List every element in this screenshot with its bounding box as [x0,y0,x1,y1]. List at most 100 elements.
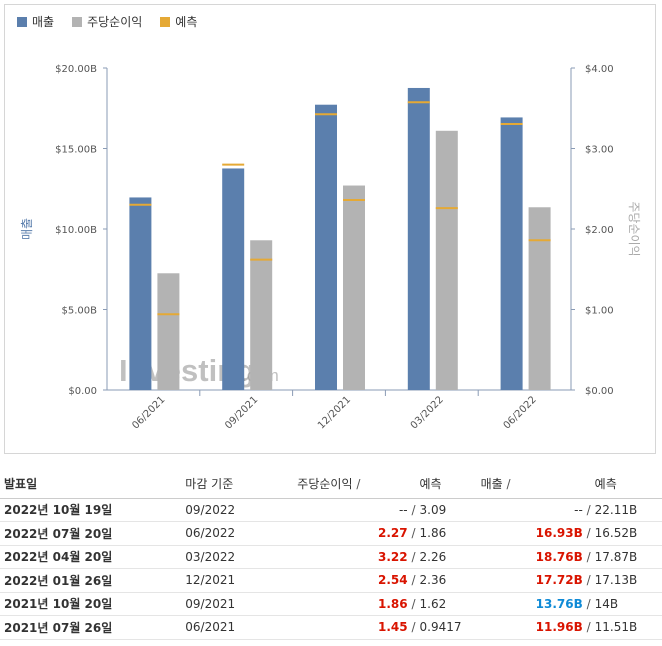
eps-forecast-cell: 2.26 [415,545,477,569]
x-tick-label: 06/2022 [502,394,539,431]
legend-label-eps: 주당순이익 [87,15,143,29]
period-end-cell: 06/2022 [181,521,294,546]
y-right-tick-label: $0.00 [585,386,614,397]
eps-bar [343,185,365,390]
header-eps-label: 주당순이익 [297,477,353,492]
period-end-cell: 12/2021 [181,568,294,593]
revenue-actual-value: 13.76B [535,596,583,611]
revenue-forecast-cell: 17.87B [590,545,662,569]
table-row: 2021년 07월 26일 06/2021 1.45 /0.9417 11.96B /… [0,615,662,640]
table-header-row: 발표일 마감 기준 주당순이익 / 예측 매출 / 예측 [0,470,662,499]
legend-swatch-forecast [160,16,171,27]
legend-swatch-eps [72,16,83,27]
x-tick-label: 09/2021 [223,394,260,431]
legend-label-forecast: 예측 [175,15,198,29]
revenue-actual-value: 11.96B [535,620,583,635]
revenue-actual-value: 18.76B [535,549,583,564]
y-left-axis-title: 매출 [20,218,34,240]
release-date-cell: 2021년 07월 26일 [0,615,182,640]
revenue-bar [407,87,430,391]
table-row: 2022년 01월 26일 12/2021 2.54 /2.36 17.72B /17… [0,568,662,593]
revenue-bar [500,117,523,390]
release-date-cell: 2022년 01월 26일 [0,568,182,593]
revenue-slash: / [586,573,591,588]
eps-slash: / [411,549,416,564]
period-end-cell: 03/2022 [181,545,294,569]
x-tick-label: 06/2021 [130,394,167,431]
eps-slash: / [411,620,416,635]
legend-swatch-revenue [17,16,27,27]
header-release-date[interactable]: 발표일 [0,470,182,499]
eps-bar [157,273,180,390]
revenue-bar [129,197,152,390]
y-left-tick-label: $0.00 [68,386,97,397]
header-revenue[interactable]: 매출 / [476,470,591,499]
eps-bar [250,240,273,390]
chart-plot: Investing.com$0.00$5.00B$10.00B$15.00B$2… [20,64,641,431]
eps-actual-value: 2.27 [378,526,408,541]
eps-cell: -- / [293,498,416,522]
revenue-cell: -- / [476,498,591,522]
y-right-axis-title: 주당순이익 [627,201,641,256]
header-eps-forecast[interactable]: 예측 [415,470,477,499]
earnings-table: 발표일 마감 기준 주당순이익 / 예측 매출 / 예측 2022년 10월 1… [0,470,662,640]
legend-item-eps[interactable]: 주당순이익 [72,13,142,30]
release-date-cell: 2021년 10월 20일 [0,592,182,616]
revenue-cell: 18.76B / [476,545,591,569]
eps-actual-value: -- [398,502,408,517]
eps-cell: 1.86 / [293,592,416,616]
revenue-cell: 16.93B / [476,521,591,546]
eps-slash: / [411,573,416,588]
revenue-actual-value: 17.72B [535,573,583,588]
revenue-cell: 13.76B / [476,592,591,616]
y-right-tick-label: $3.00 [585,145,614,156]
table-row: 2022년 04월 20일 03/2022 3.22 /2.26 18.76B /17… [0,545,662,569]
revenue-bar [222,168,245,390]
eps-actual-value: 2.54 [378,573,408,588]
eps-bar [528,207,551,390]
header-eps-slash: / [356,477,361,492]
table-body: 2022년 10월 19일 09/2022 -- /3.09 -- /22.11B 20… [0,498,662,640]
legend-item-forecast[interactable]: 예측 [160,13,197,30]
header-eps[interactable]: 주당순이익 / [293,470,416,499]
eps-actual-value: 1.45 [378,620,408,635]
release-date-cell: 2022년 07월 20일 [0,521,182,546]
header-revenue-forecast[interactable]: 예측 [590,470,662,499]
eps-slash: / [411,502,416,517]
header-revenue-label: 매출 [480,477,503,492]
eps-forecast-cell: 1.86 [415,521,477,546]
x-tick-label: 12/2021 [316,394,353,431]
revenue-cell: 11.96B / [476,615,591,640]
legend-item-revenue[interactable]: 매출 [17,13,54,30]
revenue-forecast-cell: 11.51B [590,615,662,640]
eps-cell: 1.45 / [293,615,416,640]
eps-slash: / [411,596,416,611]
eps-cell: 2.54 / [293,568,416,593]
y-left-tick-label: $15.00B [55,145,97,156]
chart-legend: 매출 주당순이익 예측 [17,13,197,30]
x-tick-label: 03/2022 [409,394,446,431]
eps-forecast-cell: 2.36 [415,568,477,593]
eps-forecast-cell: 0.9417 [415,615,477,640]
period-end-cell: 06/2021 [181,615,294,640]
revenue-slash: / [586,549,591,564]
revenue-forecast-cell: 17.13B [590,568,662,593]
header-period-end[interactable]: 마감 기준 [181,470,294,499]
revenue-bar [315,104,337,390]
y-right-tick-label: $2.00 [585,225,614,236]
revenue-slash: / [586,502,591,517]
eps-actual-value: 1.86 [378,596,408,611]
y-left-tick-label: $10.00B [55,225,97,236]
table-row: 2021년 10월 20일 09/2021 1.86 /1.62 13.76B /14… [0,592,662,616]
table-row: 2022년 07월 20일 06/2022 2.27 /1.86 16.93B /16… [0,521,662,546]
y-right-tick-label: $1.00 [585,306,614,317]
revenue-slash: / [586,596,591,611]
revenue-forecast-cell: 22.11B [590,498,662,522]
legend-label-revenue: 매출 [32,15,55,29]
revenue-slash: / [586,526,591,541]
header-revenue-slash: / [506,477,511,492]
revenue-slash: / [586,620,591,635]
revenue-actual-value: 16.93B [535,526,583,541]
release-date-cell: 2022년 10월 19일 [0,498,182,522]
eps-slash: / [411,526,416,541]
